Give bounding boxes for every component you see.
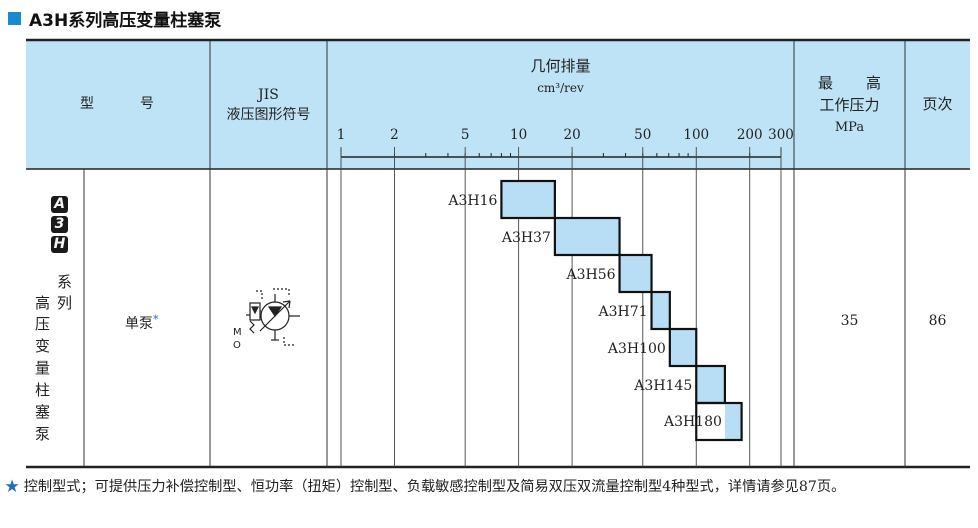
page-number-value: 86 (928, 313, 947, 329)
symbol-port-o: O (233, 340, 241, 351)
displacement-bar (668, 327, 698, 368)
series-desc-char: 量 (35, 359, 51, 377)
bar-label: A3H180 (663, 414, 722, 430)
series-desc-char: 柱 (35, 381, 51, 399)
header-jis-line2: 液压图形符号 (226, 107, 311, 123)
series-badge-h: H (51, 236, 68, 253)
scale-tick-label: 1 (336, 127, 346, 143)
title-text: A3H系列高压变量柱塞泵 (29, 10, 222, 31)
header-displacement-unit: cm³/rev (537, 81, 584, 95)
series-desc-char: 泵 (35, 425, 51, 443)
bar-label: A3H56 (566, 267, 616, 283)
scale-tick-label: 300 (768, 127, 794, 143)
header-model-left: 型 (80, 96, 94, 112)
grid-lines (340, 147, 782, 467)
pump-type-label: 单泵* (125, 313, 159, 333)
column-dividers (83, 41, 906, 467)
footnote-star-icon: ★ (5, 479, 20, 495)
scale-tick-label: 20 (563, 127, 581, 143)
header-displacement-title: 几何排量 (530, 57, 591, 75)
header-pressure-a: 最 (818, 74, 834, 92)
header-page: 页次 (922, 95, 953, 113)
displacement-bar (695, 364, 727, 405)
scale-tick-label: 200 (736, 127, 763, 143)
scale-tick-label: 100 (683, 127, 710, 143)
bar-label: A3H16 (448, 193, 498, 209)
header-jis-line1: JIS (258, 87, 279, 103)
header-model-right: 号 (140, 96, 154, 112)
displacement-bar (650, 290, 671, 331)
header-background (26, 41, 970, 169)
displacement-bar (695, 401, 743, 442)
bar-label: A3H100 (607, 341, 666, 357)
header-pressure-line2: 工作压力 (819, 96, 880, 114)
scale-tick-label: 2 (390, 127, 399, 143)
header-pressure-b: 高 (866, 74, 882, 92)
max-pressure-value: 35 (840, 313, 859, 329)
displacement-bar (618, 253, 653, 294)
displacement-bar (500, 179, 556, 220)
series-desc-char: 压 (35, 315, 51, 333)
bar-label: A3H145 (634, 378, 693, 394)
header-pressure-line3: MPa (834, 120, 865, 135)
scale-tick-label: 5 (460, 127, 470, 143)
series-desc-char: 变 (35, 337, 51, 355)
bar-label: A3H37 (501, 230, 551, 246)
displacement-bar (553, 216, 621, 257)
symbol-port-m: M (233, 327, 242, 338)
title-square-icon (8, 11, 21, 25)
pump-type-star: * (153, 313, 159, 326)
series-desc-char: 高 (35, 294, 51, 312)
footnote-text: 控制型式；可提供压力补偿控制型、恒功率（扭矩）控制型、负载敏感控制型及简易双压双… (23, 479, 846, 495)
displacement-bars (500, 179, 743, 442)
series-badge-3: 3 (51, 216, 68, 233)
page-title: A3H系列高压变量柱塞泵 (8, 7, 222, 31)
series-desc-char: 系 (57, 273, 73, 291)
series-badge-a: A (51, 196, 68, 213)
scale-tick-label: 10 (510, 127, 528, 143)
footnote: ★ 控制型式；可提供压力补偿控制型、恒功率（扭矩）控制型、负载敏感控制型及简易双… (5, 475, 970, 499)
bar-fill (724, 403, 742, 440)
series-desc-char: 塞 (35, 403, 51, 421)
pump-type-text: 单泵 (125, 316, 153, 332)
variable-piston-pump-symbol-icon (246, 288, 300, 346)
series-desc-char: 列 (57, 294, 73, 312)
bar-label: A3H71 (598, 304, 648, 320)
scale-tick-label: 50 (634, 127, 652, 143)
